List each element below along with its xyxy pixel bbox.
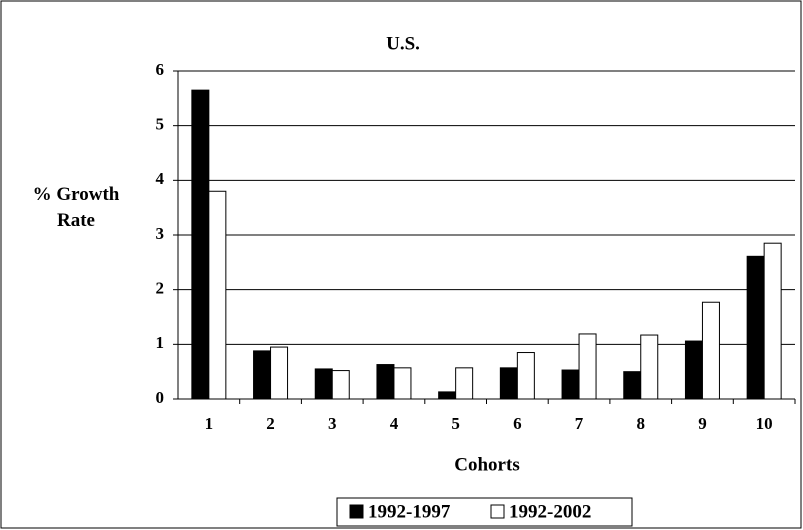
- x-tick-label: 10: [756, 414, 773, 433]
- bar: [516, 352, 535, 400]
- x-axis-label: Cohorts: [454, 454, 519, 475]
- x-tick-label: 2: [266, 414, 275, 433]
- bar: [208, 190, 227, 400]
- x-tick-label: 9: [698, 414, 707, 433]
- legend-box: [336, 497, 633, 527]
- legend-label: 1992-2002: [509, 501, 591, 522]
- bar: [684, 340, 703, 400]
- bar: [393, 367, 412, 400]
- bar: [253, 350, 272, 400]
- bar: [746, 255, 765, 400]
- legend-swatch: [490, 504, 505, 519]
- bar: [499, 367, 518, 400]
- bar: [191, 89, 210, 400]
- y-tick-label: 4: [156, 169, 165, 188]
- y-axis-label: % Growth Rate: [32, 184, 120, 231]
- bar: [314, 368, 333, 400]
- bar: [763, 242, 782, 400]
- bar: [561, 369, 580, 400]
- x-tick-label: 1: [205, 414, 214, 433]
- x-tick-label: 5: [451, 414, 460, 433]
- x-tick-label: 4: [390, 414, 399, 433]
- x-tick-label: 7: [575, 414, 584, 433]
- bar: [701, 301, 720, 400]
- x-tick-label: 6: [513, 414, 522, 433]
- bar: [270, 346, 289, 400]
- bar: [438, 391, 457, 400]
- x-tick-label: 8: [637, 414, 646, 433]
- x-tick-label: 3: [328, 414, 337, 433]
- bar: [376, 364, 395, 400]
- y-tick-label: 2: [156, 279, 165, 298]
- bar: [455, 367, 474, 400]
- y-tick-label: 3: [156, 224, 165, 243]
- bar: [331, 370, 350, 400]
- chart-title: U.S.: [386, 33, 420, 54]
- y-tick-label: 6: [156, 60, 165, 79]
- legend-swatch: [349, 504, 364, 519]
- bar: [578, 333, 597, 400]
- legend-label: 1992-1997: [368, 501, 451, 522]
- y-tick-label: 5: [156, 115, 165, 134]
- y-tick-label: 0: [156, 388, 165, 407]
- bar: [640, 334, 659, 400]
- bar: [623, 371, 642, 400]
- y-tick-label: 1: [156, 333, 165, 352]
